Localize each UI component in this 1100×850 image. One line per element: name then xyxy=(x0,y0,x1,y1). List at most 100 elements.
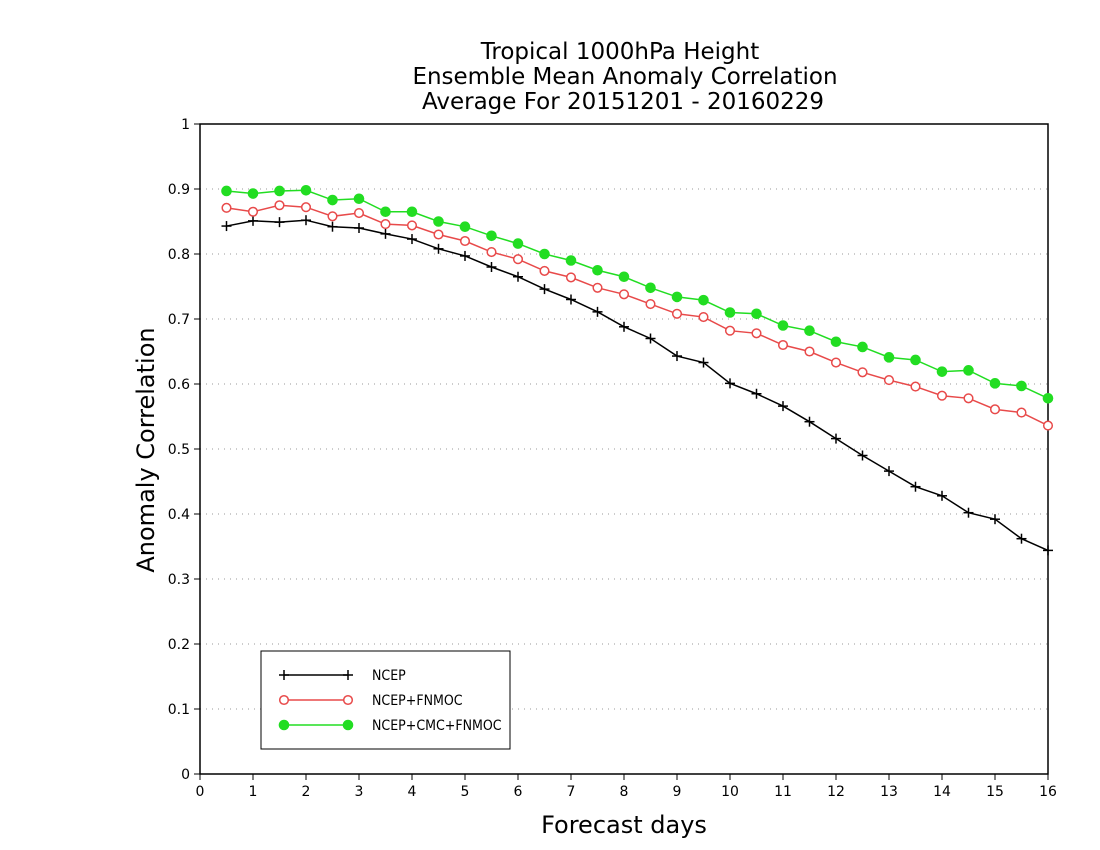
data-point xyxy=(990,514,1000,525)
data-point xyxy=(248,215,258,226)
x-tick-label: 0 xyxy=(196,784,205,800)
data-point xyxy=(433,216,444,227)
legend-marker xyxy=(278,719,290,731)
data-point xyxy=(380,219,391,230)
data-point xyxy=(804,346,815,357)
legend-marker xyxy=(342,719,354,731)
data-point xyxy=(566,294,576,305)
x-tick-label: 5 xyxy=(461,784,470,800)
x-tick-label: 4 xyxy=(408,784,417,800)
grid-lines xyxy=(200,188,1048,710)
x-tick-label: 10 xyxy=(721,784,739,800)
data-point xyxy=(725,378,735,389)
x-tick-label: 12 xyxy=(827,784,845,800)
legend-marker xyxy=(342,694,354,706)
data-point xyxy=(539,265,550,276)
data-point xyxy=(565,255,577,266)
data-point xyxy=(486,230,497,242)
x-tick-label: 3 xyxy=(355,784,364,800)
data-point xyxy=(751,308,762,320)
data-point xyxy=(221,221,232,232)
data-point xyxy=(274,185,285,197)
data-point xyxy=(751,328,762,339)
series-ncep-cmc-fnmoc xyxy=(221,185,1054,404)
data-point xyxy=(327,221,338,232)
y-tick-label: 0.4 xyxy=(168,507,190,523)
y-tick-label: 0.9 xyxy=(168,182,190,198)
data-point xyxy=(645,299,656,310)
data-point xyxy=(354,223,364,233)
data-point xyxy=(618,271,630,283)
legend-marker xyxy=(343,670,353,680)
y-tick-label: 0.1 xyxy=(168,702,190,718)
series-line xyxy=(226,204,1049,427)
y-tick-label: 0.7 xyxy=(168,312,190,328)
data-point xyxy=(989,404,1001,415)
data-point xyxy=(910,381,921,392)
data-point xyxy=(778,401,788,412)
data-point xyxy=(539,284,550,295)
data-point xyxy=(1016,380,1027,392)
x-axis-label: Forecast days xyxy=(541,811,707,839)
series-line xyxy=(226,219,1049,552)
data-point xyxy=(936,390,948,401)
data-point xyxy=(380,228,391,239)
legend-label: NCEP xyxy=(372,668,406,684)
x-tick-label: 1 xyxy=(249,784,258,800)
data-point xyxy=(247,206,259,217)
data-point xyxy=(406,206,418,218)
legend-marker xyxy=(278,694,290,706)
data-point xyxy=(459,235,471,247)
x-tick-label: 7 xyxy=(567,784,576,800)
y-tick-label: 0.8 xyxy=(168,247,190,263)
data-point xyxy=(221,202,232,213)
data-point xyxy=(724,325,736,336)
data-point xyxy=(300,185,312,196)
x-tick-label: 15 xyxy=(986,784,1004,800)
data-point xyxy=(592,306,603,317)
data-point xyxy=(512,254,524,265)
x-tick-label: 9 xyxy=(673,784,682,800)
data-point xyxy=(671,308,683,319)
data-series xyxy=(221,185,1054,556)
data-point xyxy=(963,365,974,376)
series-ncep xyxy=(221,215,1053,556)
data-point xyxy=(486,247,497,258)
data-point xyxy=(804,416,815,427)
chart-title-line-3: Average For 20151201 - 20160229 xyxy=(422,89,824,115)
data-point xyxy=(512,238,524,249)
legend-label: NCEP+CMC+FNMOC xyxy=(372,718,502,734)
data-point xyxy=(883,352,895,363)
data-point xyxy=(698,312,709,323)
y-tick-label: 0.3 xyxy=(168,572,190,588)
data-point xyxy=(353,208,365,219)
data-point xyxy=(830,357,842,368)
data-point xyxy=(353,193,365,205)
legend-marker xyxy=(279,670,289,680)
y-tick-label: 0 xyxy=(181,767,190,783)
series-line xyxy=(226,189,1049,399)
x-tick-label: 11 xyxy=(774,784,792,800)
data-point xyxy=(857,367,868,378)
y-tick-label: 0.2 xyxy=(168,637,190,653)
data-point xyxy=(937,490,947,501)
data-point xyxy=(1042,420,1054,431)
series-ncep-fnmoc xyxy=(221,200,1054,431)
x-tick-label: 6 xyxy=(514,784,523,800)
data-point xyxy=(777,320,789,331)
legend-entry: NCEP+FNMOC xyxy=(278,693,463,709)
data-point xyxy=(565,272,577,283)
data-point xyxy=(963,507,974,518)
data-point xyxy=(592,264,603,276)
x-tick-label: 2 xyxy=(302,784,311,800)
x-tick-label: 8 xyxy=(620,784,629,800)
data-point xyxy=(883,375,895,386)
data-point xyxy=(513,271,523,282)
data-point xyxy=(645,333,656,344)
data-point xyxy=(989,378,1001,389)
y-axis-label: Anomaly Correlation xyxy=(132,327,160,572)
data-point xyxy=(460,250,470,261)
data-point xyxy=(1016,533,1027,544)
data-point xyxy=(672,351,682,362)
